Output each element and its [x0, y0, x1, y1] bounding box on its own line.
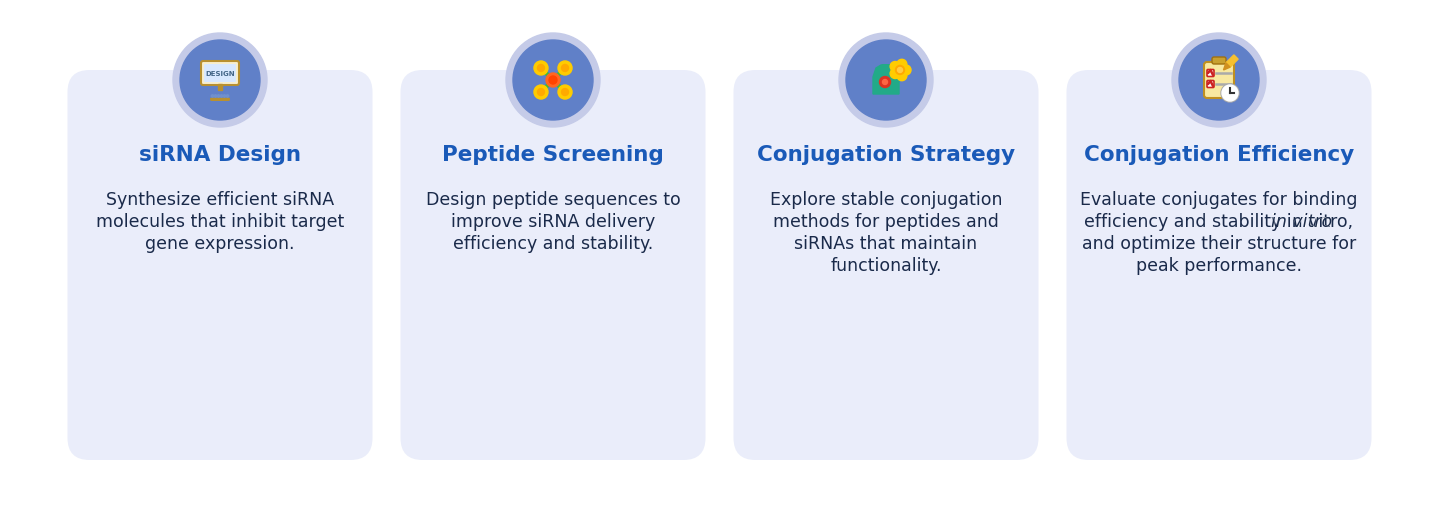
Circle shape	[173, 33, 268, 127]
Circle shape	[891, 69, 901, 79]
Circle shape	[223, 95, 226, 97]
FancyBboxPatch shape	[1204, 62, 1235, 98]
Circle shape	[561, 89, 568, 96]
Text: Peptide Screening: Peptide Screening	[442, 145, 663, 165]
Circle shape	[550, 76, 557, 84]
Circle shape	[180, 40, 260, 120]
Text: Explore stable conjugation: Explore stable conjugation	[770, 191, 1002, 209]
Circle shape	[534, 85, 548, 99]
Circle shape	[896, 59, 907, 69]
Circle shape	[901, 65, 911, 75]
Circle shape	[534, 61, 548, 75]
Text: Conjugation Efficiency: Conjugation Efficiency	[1084, 145, 1354, 165]
Circle shape	[1222, 84, 1239, 102]
Text: Evaluate conjugates for binding: Evaluate conjugates for binding	[1081, 191, 1358, 209]
Text: gene expression.: gene expression.	[145, 235, 295, 253]
Circle shape	[839, 33, 932, 127]
Circle shape	[220, 95, 223, 97]
FancyBboxPatch shape	[68, 70, 373, 460]
Circle shape	[538, 89, 544, 96]
Circle shape	[507, 33, 600, 127]
Circle shape	[561, 65, 568, 71]
Circle shape	[214, 95, 217, 97]
Circle shape	[879, 77, 891, 88]
Text: molecules that inhibit target: molecules that inhibit target	[96, 213, 344, 231]
Text: DESIGN: DESIGN	[206, 70, 235, 77]
Circle shape	[212, 95, 214, 97]
Circle shape	[846, 40, 927, 120]
Circle shape	[1222, 85, 1238, 101]
FancyBboxPatch shape	[1066, 70, 1371, 460]
FancyBboxPatch shape	[881, 64, 891, 69]
Text: in vitro: in vitro	[1271, 213, 1333, 231]
FancyBboxPatch shape	[204, 64, 236, 82]
Text: methods for peptides and: methods for peptides and	[773, 213, 999, 231]
Circle shape	[538, 65, 544, 71]
FancyBboxPatch shape	[210, 98, 230, 101]
FancyBboxPatch shape	[1207, 80, 1215, 88]
FancyBboxPatch shape	[201, 61, 239, 85]
Circle shape	[1179, 40, 1259, 120]
Text: efficiency and stability in vitro,: efficiency and stability in vitro,	[1085, 213, 1354, 231]
Circle shape	[545, 73, 560, 87]
Polygon shape	[1226, 55, 1238, 67]
FancyBboxPatch shape	[1207, 69, 1215, 77]
Text: siRNAs that maintain: siRNAs that maintain	[794, 235, 977, 253]
Polygon shape	[217, 84, 222, 90]
Text: in vitro: in vitro	[1271, 213, 1333, 231]
Polygon shape	[873, 65, 899, 94]
Text: siRNA Design: siRNA Design	[140, 145, 301, 165]
Text: efficiency and stability.: efficiency and stability.	[453, 235, 653, 253]
Text: Synthesize efficient siRNA: Synthesize efficient siRNA	[106, 191, 334, 209]
Circle shape	[217, 95, 220, 97]
FancyBboxPatch shape	[400, 70, 705, 460]
Polygon shape	[1223, 63, 1230, 70]
Text: improve siRNA delivery: improve siRNA delivery	[450, 213, 655, 231]
Text: Design peptide sequences to: Design peptide sequences to	[426, 191, 681, 209]
Text: and optimize their structure for: and optimize their structure for	[1082, 235, 1356, 253]
Circle shape	[226, 95, 229, 97]
Text: peak performance.: peak performance.	[1135, 257, 1302, 275]
Circle shape	[898, 68, 902, 72]
FancyBboxPatch shape	[1212, 57, 1226, 64]
Circle shape	[882, 79, 888, 85]
Circle shape	[891, 61, 901, 71]
Text: functionality.: functionality.	[830, 257, 941, 275]
Text: Conjugation Strategy: Conjugation Strategy	[757, 145, 1014, 165]
Circle shape	[512, 40, 593, 120]
Circle shape	[896, 71, 907, 81]
Circle shape	[895, 66, 905, 75]
FancyBboxPatch shape	[734, 70, 1039, 460]
Circle shape	[558, 61, 573, 75]
Circle shape	[1171, 33, 1266, 127]
Circle shape	[558, 85, 573, 99]
